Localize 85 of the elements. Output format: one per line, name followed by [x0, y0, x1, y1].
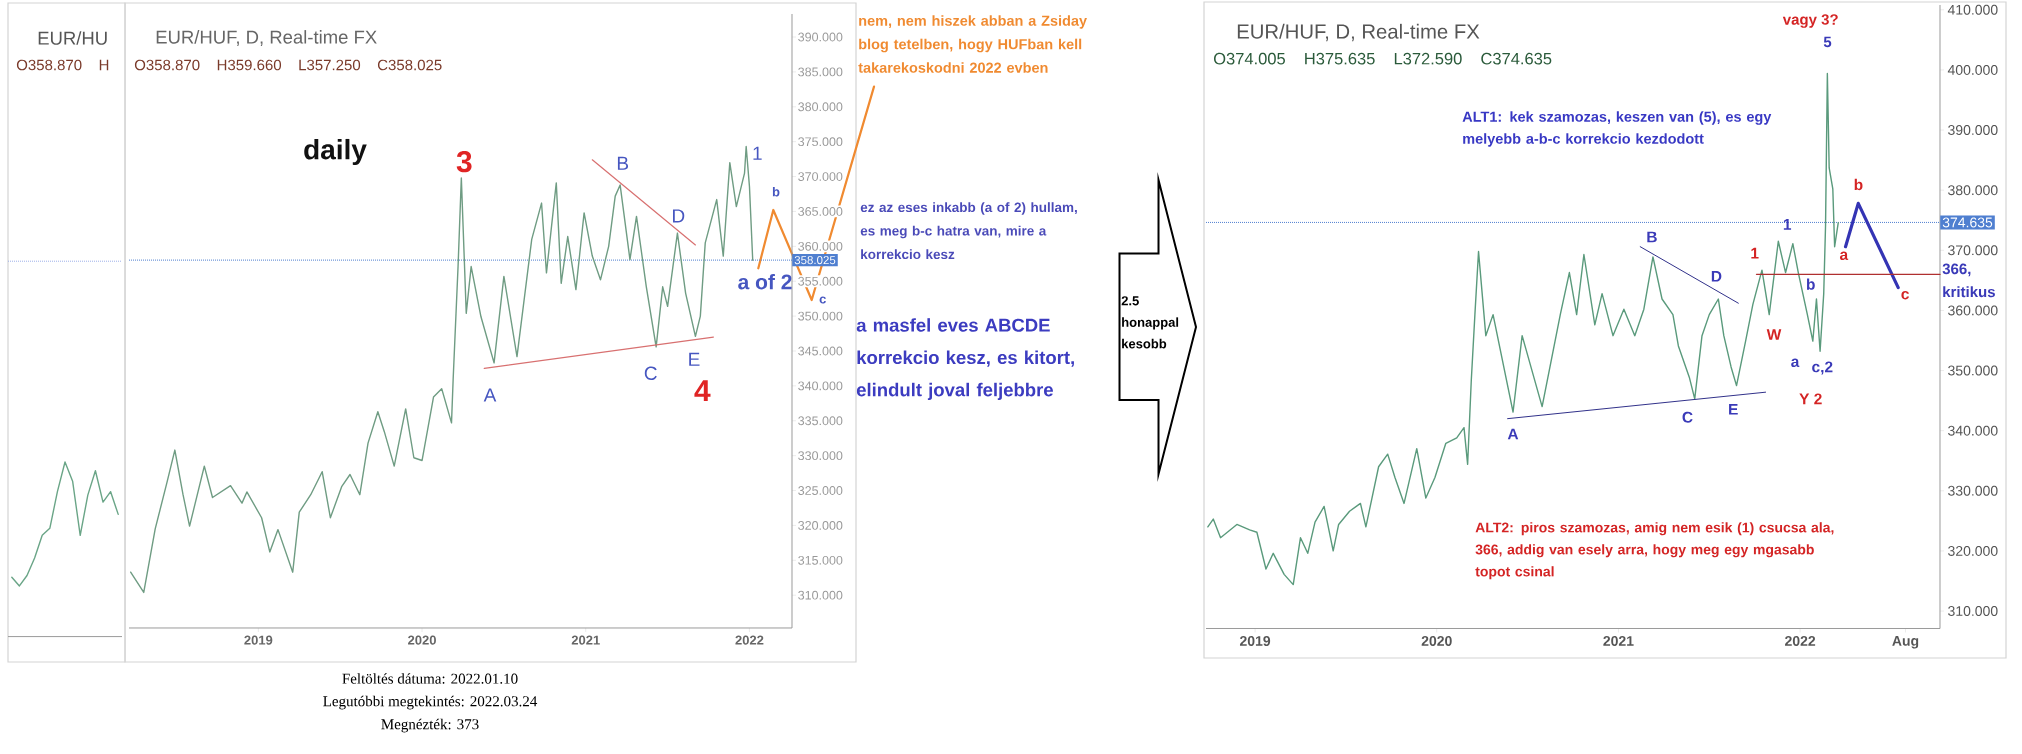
chart-title: EUR/HU [38, 31, 107, 45]
annotation: a of 2 [738, 273, 792, 290]
y-tick-label: 340.000 [798, 381, 843, 391]
y-tick-label: 360.000 [1948, 305, 1998, 316]
x-tick-label: 2022 [735, 635, 764, 645]
y-tick-label: 370.000 [798, 172, 843, 181]
y-tick-label: 355.000 [798, 276, 843, 286]
text: nem, nem hiszek abban a Zsiday blog tetelben, hogy HUFban kell takarekoskodni 2022 evben [858, 15, 1087, 73]
y-tick-label: 385.000 [798, 67, 843, 77]
y-tick-label: 360.000 [798, 241, 843, 251]
annotation: 366, kritikus [1942, 263, 1995, 298]
annotation: a [1839, 251, 1849, 261]
x-tick-label: 2019 [244, 635, 273, 645]
x-tick-label: 2022 [1785, 636, 1816, 646]
ref-line-label: 358.025 [794, 256, 836, 265]
annotation: D [673, 209, 685, 223]
x-tick-label: 2021 [571, 635, 600, 645]
annotation: E [1729, 403, 1738, 415]
annotation: A [1507, 428, 1519, 440]
chart-subtitle: O358.870 H [16, 59, 109, 71]
annotation: 4 [694, 380, 711, 402]
text: a masfel eves ABCDE korrekcio kesz, es kitort, elindult joval feljebbre [856, 318, 1074, 401]
y-tick-label: 375.000 [798, 137, 843, 147]
text: EUR/HUF, D, Real-time FX [156, 30, 377, 46]
annotation: c,2 [1812, 361, 1833, 375]
y-tick-label: 380.000 [1948, 185, 1998, 196]
annotation: D [1711, 270, 1722, 282]
y-tick-label: 365.000 [798, 207, 843, 216]
annotation: 1 [753, 146, 762, 160]
y-tick-label: 380.000 [798, 102, 843, 112]
y-tick-label: 400.000 [1947, 64, 1998, 75]
y-tick-label: 340.000 [1948, 425, 1998, 436]
text: EUR/HUF, D, Real-time FX [1237, 23, 1480, 42]
y-tick-label: 335.000 [798, 416, 843, 426]
line-series [1207, 72, 1839, 586]
y-tick-label: 320.000 [798, 521, 843, 530]
annotation: b [772, 186, 780, 197]
annotation: 1 [1783, 219, 1792, 230]
x-tick-label: Aug [1892, 636, 1919, 649]
annotation: E [689, 352, 700, 366]
y-tick-label: 310.000 [1948, 606, 1998, 617]
x-tick-label: 2020 [408, 635, 436, 645]
y-tick-label: 315.000 [798, 555, 843, 565]
y-tick-label: 410.000 [1947, 4, 1998, 15]
text: O374.005 H375.635 L372.590 C374.635 [1213, 52, 1552, 65]
y-tick-label: 350.000 [798, 311, 843, 321]
annotation: 1 [1751, 247, 1759, 259]
y-tick-label: 325.000 [798, 486, 843, 495]
y-tick-label: 320.000 [1948, 545, 1998, 556]
y-tick-label: 350.000 [1948, 365, 1998, 376]
ref-line-label: 374.635 [1942, 217, 1993, 228]
text: Megnézték: 373 [381, 718, 479, 733]
y-tick-label: 390.000 [798, 32, 843, 42]
y-tick-label: 345.000 [798, 346, 843, 356]
y-tick-label: 370.000 [1948, 245, 1998, 256]
y-tick-label: 330.000 [1948, 485, 1998, 496]
annotation: 5 [1823, 36, 1832, 48]
annotation: a [1791, 358, 1800, 368]
annotation: c [1901, 290, 1909, 300]
annotation: W [1766, 329, 1782, 340]
x-tick-label: 2021 [1603, 636, 1634, 646]
x-tick-label: 2020 [1421, 636, 1452, 646]
annotation: B [617, 156, 629, 170]
text: Legutóbbi megtekintés: 2022.03.24 [323, 695, 538, 710]
annotation: Y 2 [1799, 393, 1822, 405]
annotation: C [1682, 411, 1693, 423]
annotation: vagy 3? [1782, 14, 1838, 28]
y-tick-label: 390.000 [1948, 125, 1998, 136]
x-tick-label: 2019 [1239, 636, 1271, 646]
annotation: ALT1: kek szamozas, keszen van (5), es egy melyebb a-b-c korrekcio kezdodott [1462, 111, 1772, 147]
annotation: 3 [456, 151, 472, 173]
annotation: ALT2: piros szamozas, amig nem esik (1) csucsa ala, 366, addig van esely arra, hogy meg egy mgasabb topot csinal [1475, 522, 1834, 580]
y-tick-label: 310.000 [798, 590, 843, 600]
annotation: b [1806, 278, 1815, 290]
annotation: B [1647, 231, 1657, 243]
annotation: A [483, 388, 497, 402]
text: ez az eses inkabb (a of 2) hullam, es meg b-c hatra van, mire a korrekcio kesz [860, 202, 1077, 260]
text: c [819, 296, 826, 304]
text: 2.5 honappal kesobb [1121, 296, 1179, 349]
annotation: b [1854, 178, 1863, 191]
annotation: C [644, 366, 657, 381]
text: Feltöltés dátuma: 2022.01.10 [342, 673, 518, 684]
text: O358.870 H359.660 L357.250 C358.025 [134, 59, 442, 71]
y-tick-label: 330.000 [798, 451, 843, 461]
annotation: daily [304, 138, 367, 166]
